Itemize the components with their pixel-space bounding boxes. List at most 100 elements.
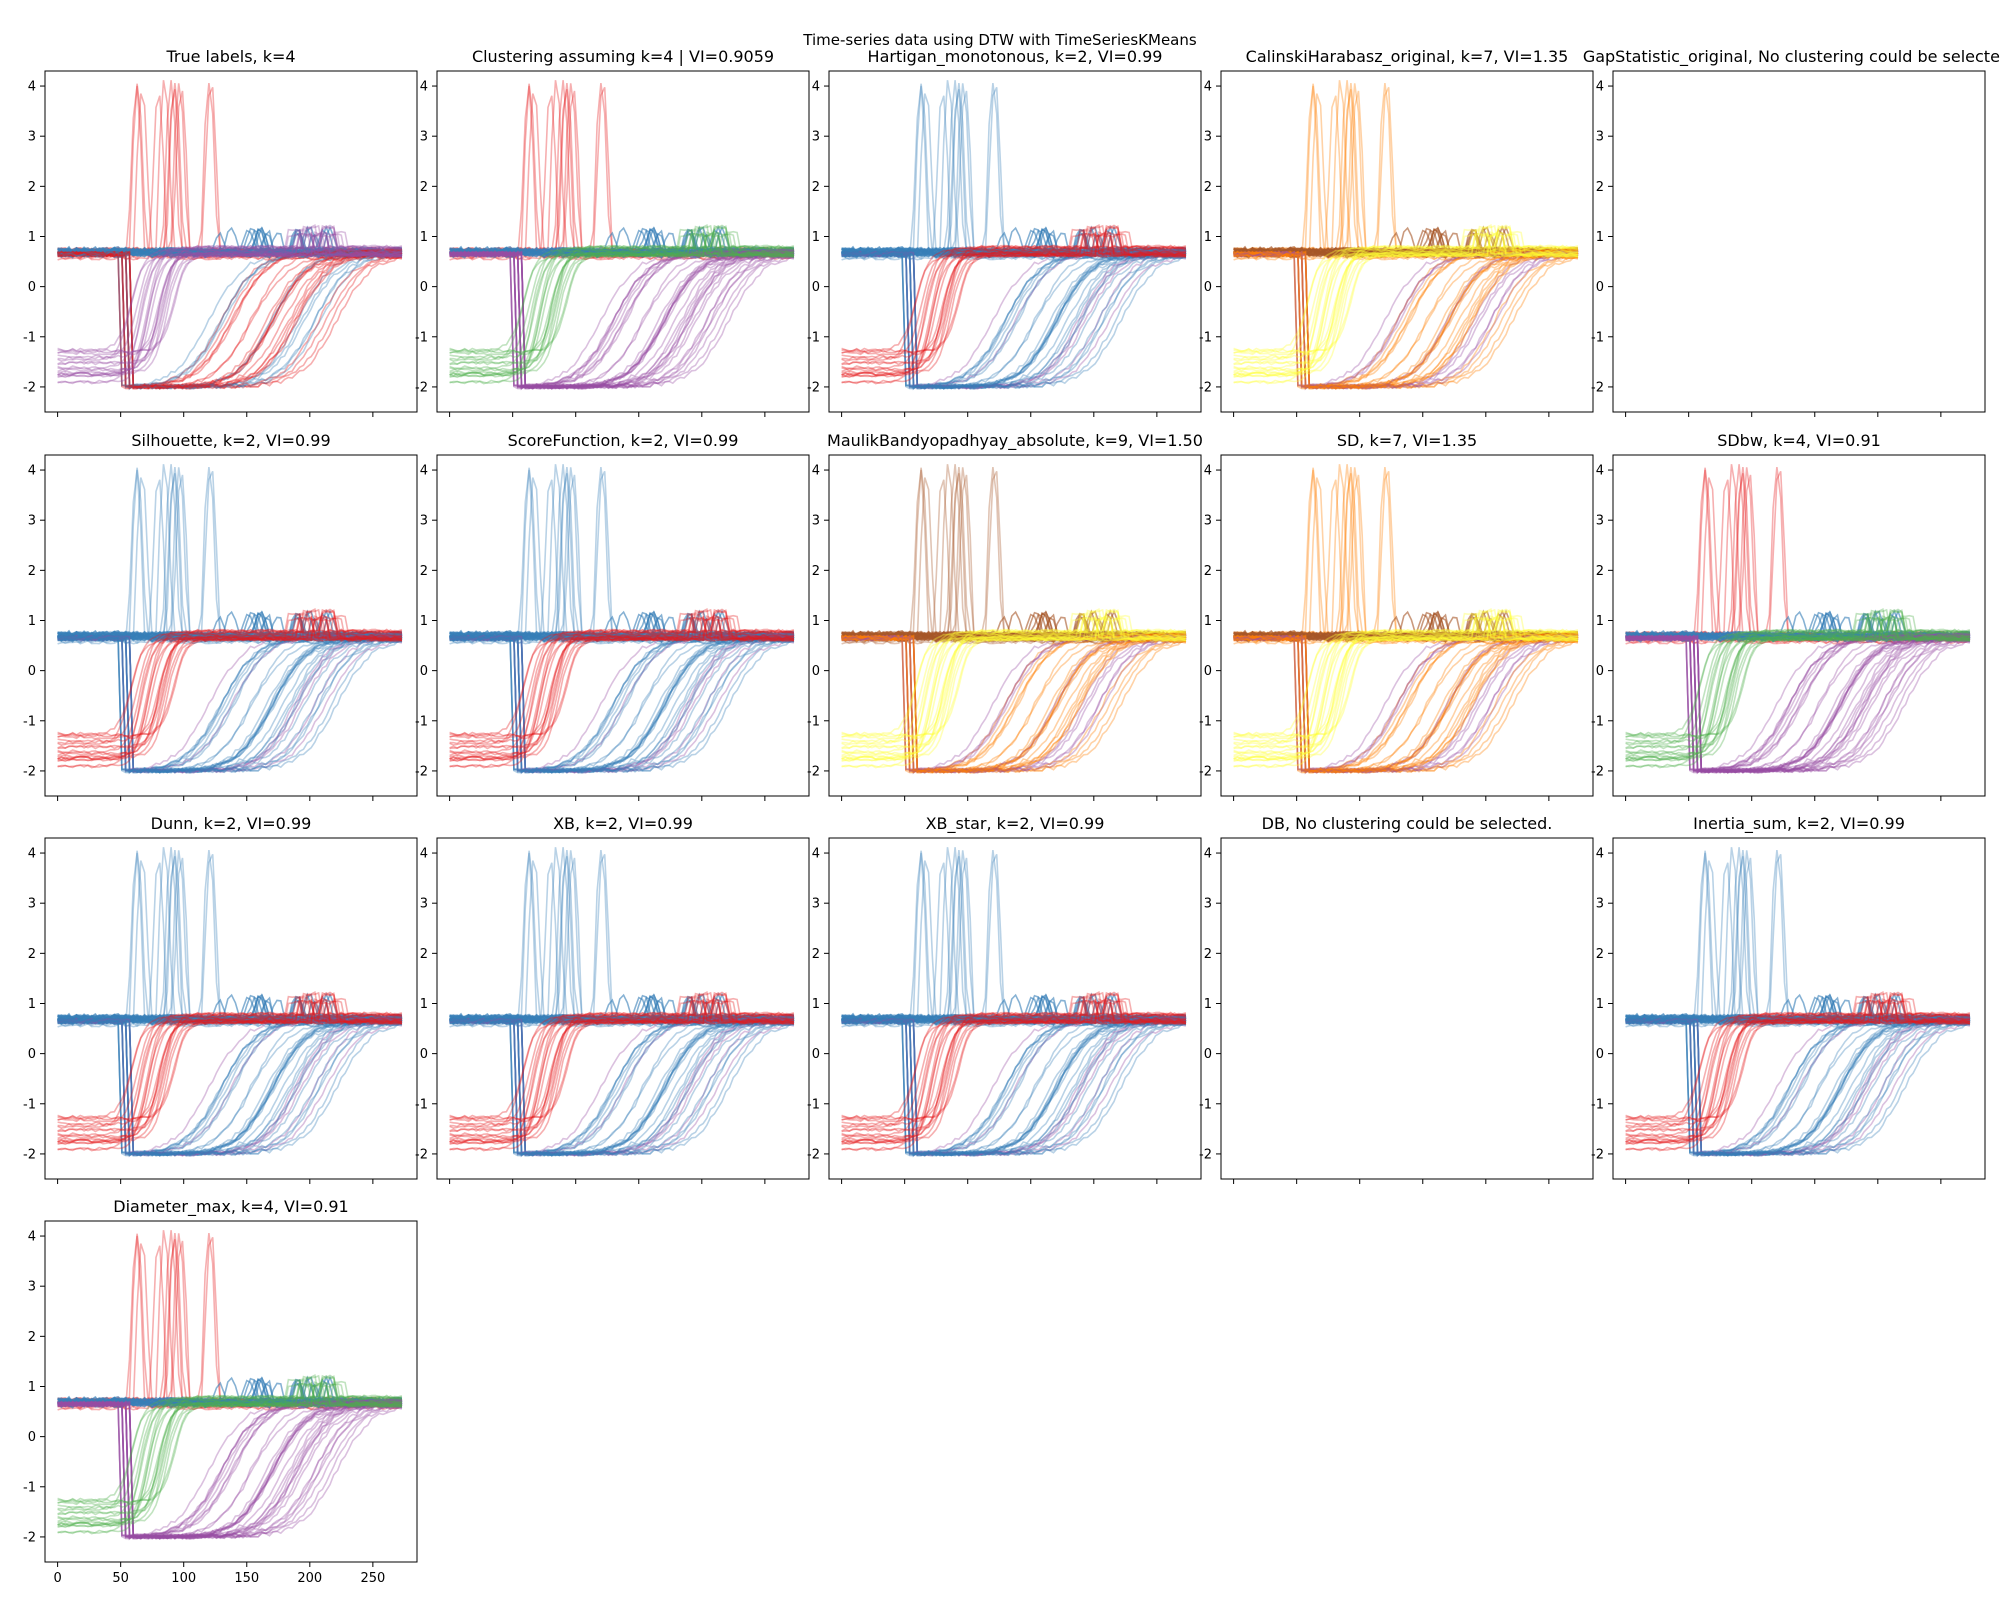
series-line (1625, 467, 1970, 637)
series-line (1233, 80, 1579, 255)
series-line (841, 1016, 1187, 1156)
series-line (841, 249, 1187, 390)
series-line (841, 850, 1186, 1020)
subplot-title: DB, No clustering could be selected. (1262, 814, 1553, 833)
series-line (449, 635, 795, 774)
series-line (57, 1240, 402, 1409)
series-line (1625, 1017, 1970, 1157)
series-line (841, 83, 1187, 253)
series-line (1233, 616, 1579, 750)
series-line (1233, 634, 1579, 774)
y-tick-label: 1 (812, 997, 820, 1012)
series-line (841, 231, 1186, 385)
series-line (449, 83, 794, 253)
series-line (57, 634, 402, 774)
series-line (1625, 997, 1971, 1122)
series-line (57, 1400, 403, 1540)
series-line (449, 634, 795, 774)
series-line (57, 614, 402, 757)
y-tick-label: 1 (28, 230, 36, 245)
series-line (449, 634, 795, 775)
series-line (1625, 1017, 1971, 1157)
series-line (841, 995, 1186, 1022)
series-line (1625, 634, 1971, 774)
series-line (449, 230, 795, 355)
series-line (449, 608, 795, 761)
y-tick-label: -2 (1591, 380, 1604, 395)
series-line (449, 618, 794, 743)
series-line (1233, 250, 1578, 390)
series-line (1625, 1016, 1971, 1157)
series-line (57, 633, 403, 773)
series-line (449, 1017, 795, 1157)
y-tick-label: -1 (415, 1097, 428, 1112)
series-line (841, 634, 1187, 774)
subplot-panel: Inertia_sum, k=2, VI=0.99 -2 -1 0 1 2 3 4 (1591, 814, 1986, 1184)
series-line (449, 1017, 794, 1157)
series-line (57, 991, 402, 1132)
series-line (1233, 634, 1579, 772)
y-tick-label: 1 (812, 230, 820, 245)
series-line (57, 1233, 403, 1403)
series-line (449, 613, 795, 639)
series-line (1625, 635, 1971, 774)
series-line (841, 1014, 1187, 1156)
y-tick-label: -1 (807, 330, 820, 345)
series-line (57, 634, 403, 774)
series-line (57, 1400, 403, 1540)
series-line (1233, 95, 1579, 261)
series-line (1625, 852, 1971, 1027)
series-line (449, 862, 795, 1028)
series-line (449, 611, 795, 754)
series-line (57, 1401, 402, 1540)
series-line (449, 996, 795, 1128)
series-line (841, 634, 1187, 774)
series-line (1233, 634, 1579, 774)
series-line (449, 1018, 795, 1157)
y-tick-label: 2 (1596, 180, 1604, 195)
series-line (841, 633, 1187, 773)
series-line (1233, 634, 1579, 773)
series-line (1233, 247, 1579, 390)
series-line (1625, 994, 1971, 1137)
series-line (57, 250, 402, 389)
y-tick-label: 4 (1596, 464, 1604, 479)
series-line (57, 635, 403, 774)
series-line (57, 1400, 403, 1540)
series-line (57, 228, 402, 352)
y-tick-label: -2 (23, 764, 36, 779)
series-line (1625, 634, 1971, 774)
series-line (1233, 634, 1579, 775)
y-tick-label: -2 (807, 764, 820, 779)
series-line (1625, 1017, 1971, 1157)
axes-frame (1612, 70, 1986, 413)
series-line (1233, 250, 1579, 390)
series-line (57, 1017, 402, 1157)
y-tick-label: 4 (28, 1230, 36, 1245)
series-line (1233, 615, 1578, 769)
series-line (449, 997, 795, 1026)
series-line (57, 1377, 403, 1520)
series-line (57, 230, 403, 355)
y-tick-label: 1 (1204, 230, 1212, 245)
series-line (57, 617, 403, 769)
series-line (449, 1016, 795, 1157)
series-line (57, 83, 403, 253)
series-line (1625, 1015, 1970, 1157)
series-line (449, 80, 795, 255)
series-line (57, 634, 403, 774)
series-line (1233, 617, 1579, 760)
series-line (841, 93, 1186, 259)
series-line (57, 616, 403, 737)
series-line (1233, 634, 1579, 774)
series-line (1625, 853, 1971, 1022)
series-line (1233, 634, 1579, 774)
series-line (841, 233, 1187, 385)
series-line (57, 250, 403, 390)
series-line (841, 479, 1187, 645)
series-line (1625, 608, 1971, 761)
series-line (449, 250, 795, 390)
series-line (449, 1017, 795, 1157)
series-group (1233, 80, 1579, 391)
series-line (841, 224, 1187, 377)
